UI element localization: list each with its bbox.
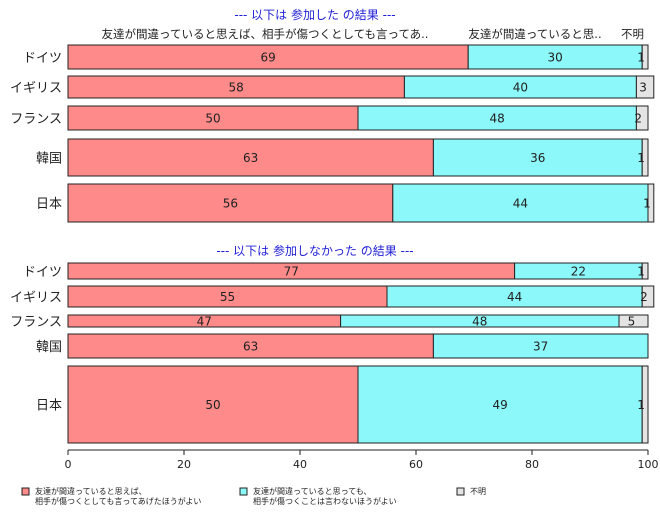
bar-label-p1-r4-s2: 36 (530, 151, 545, 165)
bar-p1-r1-s3 (641, 44, 649, 70)
legend-swatch-1 (21, 487, 30, 496)
category-label-p2-r2: イギリス (10, 291, 62, 306)
legend-label-1-line1: 友達が間違っていると思えば、 (35, 486, 147, 496)
legend-label-1-line2: 相手が傷つくとしても言ってあげたほうがよい (35, 496, 201, 506)
category-label-p1-r5: 日本 (36, 197, 62, 212)
bar-p2-r1-s3 (641, 262, 649, 280)
panel-titles: --- 以下は 参加した の結果 --- --- 以下は 参加しなかった の結果 … (216, 7, 413, 258)
bar-label-p1-r3-s3: 2 (634, 112, 642, 126)
bar-label-p1-r4-s3: 1 (637, 151, 645, 165)
bar-p1-r5-s1 (67, 183, 394, 223)
bar-p1-r4-s2 (432, 138, 643, 177)
panel-title-2: --- 以下は 参加しなかった の結果 --- (216, 243, 413, 258)
bar-p1-r1-s1 (67, 44, 469, 70)
column-header-3: 不明 (621, 27, 644, 41)
bar-label-p1-r3-s2: 48 (490, 112, 505, 126)
bar-p1-r5-s3 (647, 183, 655, 223)
category-label-p2-r3: フランス (10, 315, 62, 330)
bar-p1-r4-s3 (641, 138, 649, 177)
legend-label-3-line1: 不明 (470, 487, 486, 496)
bar-label-p1-r1-s1: 69 (260, 51, 275, 65)
legend: 友達が間違っていると思えば、相手が傷つくとしても言ってあげたほうがよい 友達が間違… (21, 486, 486, 506)
bar-label-p2-r3-s2: 48 (472, 315, 487, 329)
bar-label-p2-r1-s3: 1 (637, 265, 645, 279)
bar-label-p2-r2-s3: 2 (640, 290, 648, 304)
category-label-p2-r4: 韓国 (36, 340, 62, 355)
bar-label-p2-r5-s2: 49 (492, 398, 507, 412)
x-tick-label-4: 80 (525, 458, 539, 471)
bar-p2-r5-s3 (641, 365, 649, 444)
category-label-p1-r3: フランス (10, 112, 62, 127)
bar-label-p1-r2-s3: 3 (639, 81, 647, 95)
legend-label-2-line2: 相手が傷つくことは言わないほうがよい (253, 496, 397, 506)
bar-p2-r4-s2 (432, 333, 649, 359)
category-label-p2-r5: 日本 (36, 399, 62, 414)
bar-label-p1-r2-s1: 58 (229, 81, 244, 95)
bar-label-p2-r4-s1: 63 (243, 340, 258, 354)
column-header-1: 友達が間違っていると思えば、相手が傷つくとしても言ってあ.. (102, 27, 429, 41)
bar-label-p1-r5-s2: 44 (513, 197, 528, 211)
bar-label-p2-r3-s3: 5 (628, 315, 636, 329)
bar-label-p2-r2-s1: 55 (220, 290, 235, 304)
bar-p1-r5-s2 (392, 183, 649, 223)
bar-label-p1-r5-s1: 56 (223, 197, 238, 211)
category-label-p2-r1: ドイツ (23, 265, 62, 280)
bar-p1-r2-s3 (635, 75, 655, 99)
bar-p1-r3-s3 (635, 105, 649, 131)
bars: 69 30 1 58 40 3 50 48 2 63 36 1 56 44 1 77 22 1 55 44 2 47 48 5… (67, 44, 655, 444)
x-tick-label-0: 0 (65, 458, 72, 471)
bar-label-p1-r1-s3: 1 (637, 51, 645, 65)
bar-label-p2-r3-s1: 47 (197, 315, 212, 329)
bar-label-p1-r2-s2: 40 (513, 81, 528, 95)
bar-p2-r5-s2 (357, 365, 643, 444)
category-label-p1-r2: イギリス (10, 81, 62, 96)
bar-label-p1-r5-s3: 1 (643, 197, 651, 211)
column-header-2: 友達が間違っていると思.. (468, 27, 601, 41)
bar-p2-r3-s3 (618, 314, 649, 328)
bar-label-p2-r5-s1: 50 (205, 398, 220, 412)
legend-swatch-2 (239, 487, 248, 496)
legend-label-2-line1: 友達が間違っていると思っても、 (253, 486, 372, 496)
bar-p2-r5-s1 (67, 365, 359, 444)
bar-p1-r1-s2 (467, 44, 643, 70)
bar-p2-r2-s3 (641, 285, 655, 308)
bar-label-p1-r1-s2: 30 (548, 51, 563, 65)
category-label-p1-r4: 韓国 (36, 152, 62, 167)
bar-label-p2-r1-s1: 77 (284, 265, 299, 279)
panel-title-1: --- 以下は 参加した の結果 --- (234, 7, 395, 22)
x-tick-label-3: 60 (409, 458, 423, 471)
legend-swatch-3 (456, 487, 465, 496)
column-headers: 友達が間違っていると思えば、相手が傷つくとしても言ってあ.. 友達が間違っていると… (102, 27, 644, 41)
bar-label-p1-r3-s1: 50 (205, 112, 220, 126)
bar-label-p2-r2-s2: 44 (507, 290, 522, 304)
bar-label-p2-r4-s2: 37 (533, 340, 548, 354)
bar-p1-r3-s2 (357, 105, 637, 131)
x-tick-label-5: 100 (638, 458, 659, 471)
bar-label-p1-r4-s1: 63 (243, 151, 258, 165)
bar-label-p2-r5-s3: 1 (637, 398, 645, 412)
x-tick-label-1: 20 (177, 458, 191, 471)
x-axis: 0 20 40 60 80 100 (65, 449, 659, 471)
category-label-p1-r1: ドイツ (23, 51, 62, 66)
x-tick-label-2: 40 (293, 458, 307, 471)
bar-label-p2-r1-s2: 22 (571, 265, 586, 279)
